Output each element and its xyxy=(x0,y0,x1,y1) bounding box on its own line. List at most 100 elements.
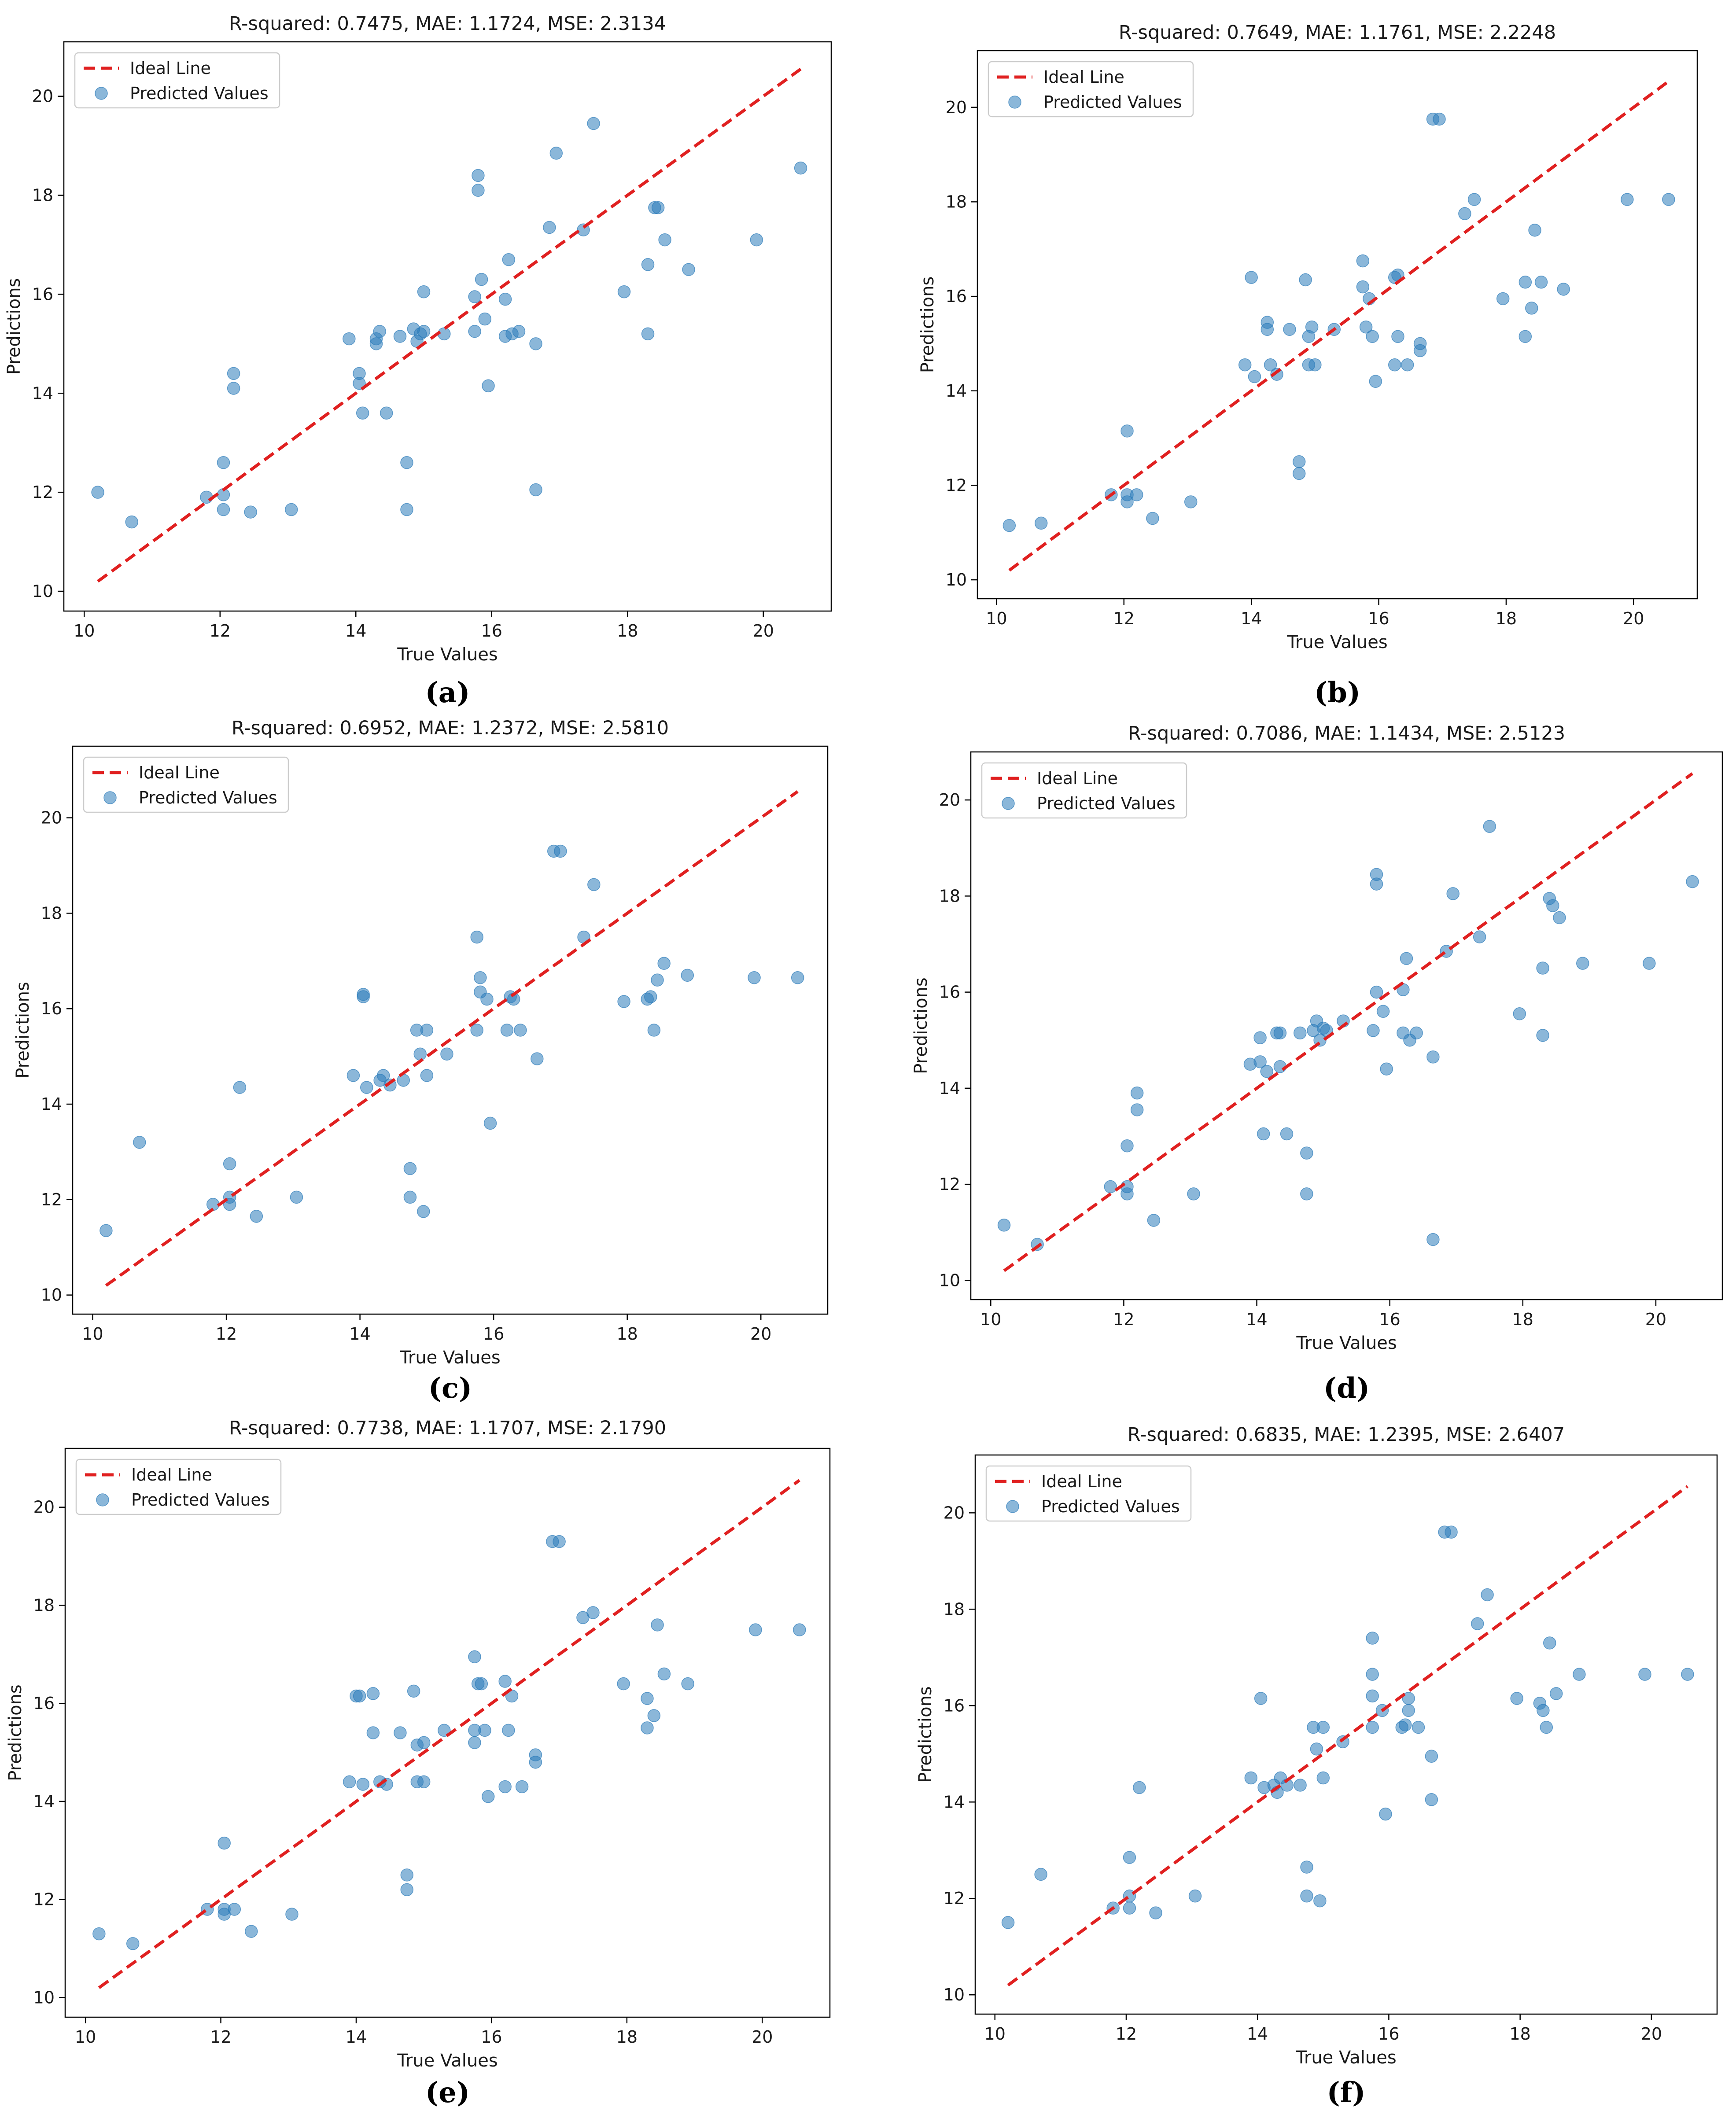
data-point xyxy=(100,1224,113,1238)
data-point xyxy=(1248,370,1261,383)
y-axis: 10 12 14 16 18 20 xyxy=(944,1503,975,2004)
data-point xyxy=(1481,1588,1494,1602)
data-point xyxy=(658,233,671,247)
x-tick-label: 20 xyxy=(752,2027,773,2047)
x-tick-label: 18 xyxy=(617,621,638,641)
y-tick-label: 16 xyxy=(41,999,62,1018)
x-axis: 10 12 14 16 18 20 xyxy=(74,611,774,641)
x-tick-label: 12 xyxy=(216,1324,237,1344)
x-tick-label: 10 xyxy=(980,1310,1001,1329)
data-point xyxy=(1391,330,1404,343)
data-point xyxy=(474,971,487,984)
data-point xyxy=(657,957,671,970)
data-point xyxy=(1537,1704,1550,1717)
x-axis: 10 12 14 16 18 20 xyxy=(986,599,1644,628)
data-point xyxy=(1534,276,1548,289)
data-point xyxy=(1300,1146,1313,1160)
x-tick-label: 20 xyxy=(750,1324,771,1344)
x-tick-label: 14 xyxy=(346,2027,367,2047)
y-tick-label: 12 xyxy=(33,1890,55,1909)
data-point xyxy=(1254,1692,1268,1705)
x-tick-label: 16 xyxy=(481,621,502,641)
data-point xyxy=(1130,1103,1144,1116)
data-point xyxy=(285,1908,299,1921)
data-point xyxy=(515,1780,529,1794)
panel-caption: (c) xyxy=(428,1372,472,1405)
y-tick-label: 12 xyxy=(32,483,53,502)
x-tick-label: 18 xyxy=(1496,609,1517,628)
legend-box xyxy=(83,756,289,813)
panel-a: R-squared: 0.7475, MAE: 1.1724, MSE: 2.3… xyxy=(4,13,832,709)
data-point xyxy=(1425,1750,1438,1763)
x-axis-label: True Values xyxy=(399,1348,500,1368)
data-point xyxy=(92,1927,106,1941)
legend-ideal-label: Ideal Line xyxy=(131,1465,212,1484)
data-point xyxy=(91,486,104,499)
x-tick-label: 18 xyxy=(1512,1310,1533,1329)
data-point xyxy=(531,1052,544,1065)
data-point xyxy=(1458,207,1471,221)
data-point xyxy=(482,379,495,393)
y-tick-label: 20 xyxy=(946,98,967,117)
data-point xyxy=(468,1736,481,1750)
legend-ideal-label: Ideal Line xyxy=(1037,769,1118,788)
x-tick-label: 20 xyxy=(753,621,774,641)
data-point xyxy=(417,1736,431,1750)
legend: Ideal Line Predicted Values xyxy=(985,1465,1192,1522)
data-point xyxy=(1621,193,1634,206)
data-point xyxy=(500,1024,514,1037)
data-point xyxy=(475,273,488,286)
y-tick-label: 14 xyxy=(41,1094,62,1114)
data-point xyxy=(407,1684,420,1698)
data-point xyxy=(400,456,413,469)
data-point xyxy=(681,1677,694,1691)
data-point xyxy=(1359,320,1373,334)
y-tick-label: 10 xyxy=(41,1286,62,1305)
y-tick-label: 20 xyxy=(33,1498,55,1517)
legend-points-label: Predicted Values xyxy=(1037,794,1176,813)
data-point xyxy=(498,1675,512,1688)
x-axis-label: True Values xyxy=(1286,632,1387,652)
data-point xyxy=(1261,323,1274,336)
data-point xyxy=(1473,930,1486,943)
x-axis: 10 12 14 16 18 20 xyxy=(75,2017,773,2047)
data-point xyxy=(417,324,431,338)
legend-ideal-label: Ideal Line xyxy=(1041,1472,1122,1491)
ideal-line xyxy=(97,68,802,583)
y-axis-label: Predictions xyxy=(5,1684,26,1781)
data-point xyxy=(394,1726,407,1739)
data-point xyxy=(1187,1187,1200,1201)
ideal-line xyxy=(105,790,799,1287)
y-tick-label: 18 xyxy=(33,1595,55,1615)
data-point xyxy=(1130,1087,1144,1100)
chart-title: R-squared: 0.7475, MAE: 1.1724, MSE: 2.3… xyxy=(229,13,666,35)
data-point xyxy=(1662,193,1675,206)
data-point xyxy=(1300,1860,1313,1874)
data-point xyxy=(1184,495,1198,508)
legend-points-swatch xyxy=(1008,96,1021,109)
data-point xyxy=(360,1081,373,1094)
plot-frame xyxy=(977,50,1698,600)
data-point xyxy=(1510,1692,1523,1705)
data-point xyxy=(1553,911,1566,925)
data-point xyxy=(651,973,664,987)
data-point xyxy=(1283,323,1296,336)
panel-b: R-squared: 0.7649, MAE: 1.1761, MSE: 2.2… xyxy=(918,22,1698,709)
data-point xyxy=(420,1024,434,1037)
legend-box xyxy=(988,61,1194,118)
data-point xyxy=(413,1047,427,1061)
data-point xyxy=(1402,1704,1415,1717)
y-tick-label: 10 xyxy=(946,570,967,589)
x-tick-label: 20 xyxy=(1641,2024,1662,2044)
data-point xyxy=(1528,224,1541,237)
x-axis-label: True Values xyxy=(1296,1333,1397,1353)
data-point xyxy=(586,1606,600,1619)
y-tick-label: 12 xyxy=(944,1889,965,1908)
data-point xyxy=(244,505,257,519)
data-point xyxy=(651,1618,664,1632)
data-point xyxy=(1316,1771,1330,1785)
data-point xyxy=(1292,455,1306,468)
data-point xyxy=(1388,358,1401,372)
data-point xyxy=(1380,1062,1393,1076)
